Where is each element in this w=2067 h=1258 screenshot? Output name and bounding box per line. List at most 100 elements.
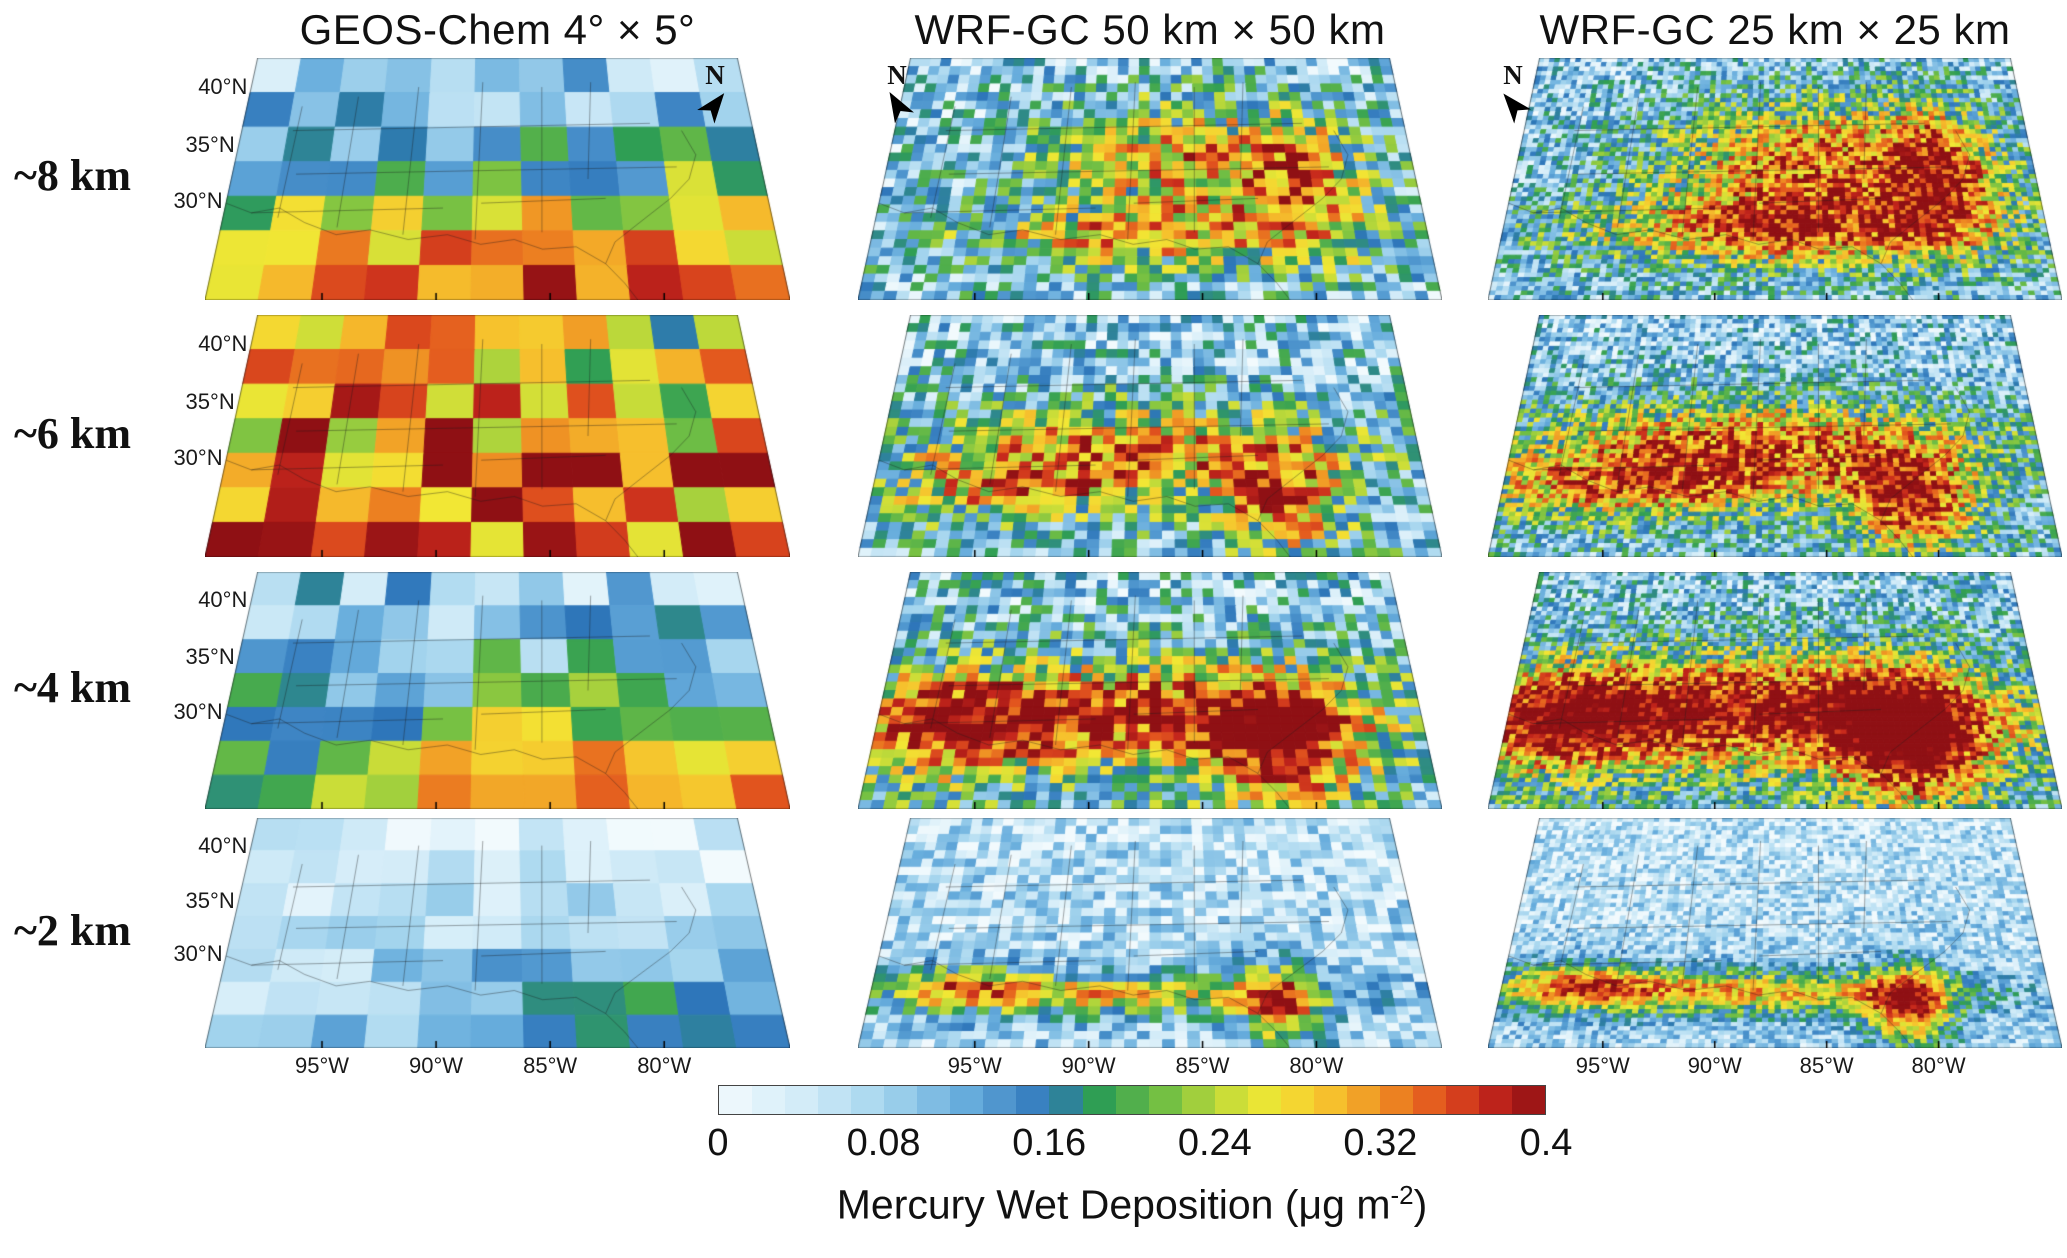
lon-tick-label: 90°W xyxy=(1687,1053,1742,1078)
colorbar-segment xyxy=(1049,1086,1083,1114)
colorbar-segment xyxy=(1115,1086,1149,1114)
colorbar-segment xyxy=(1247,1086,1281,1114)
map-panel-geos-6km: 40°N 35°N 30°N xyxy=(173,315,790,557)
map-canvas-wrf50-2km xyxy=(858,818,1442,1048)
lat-tick-label: 40°N xyxy=(198,587,248,613)
lon-tick-label: 85°W xyxy=(1799,1053,1854,1078)
lat-tick-label: 30°N xyxy=(173,444,223,470)
map-panel-wrf25-6km xyxy=(1488,315,2062,557)
map-panel-wrf50-2km: 95°W 90°W 85°W 80°W xyxy=(858,818,1442,1078)
colorbar-tick-label: 0.16 xyxy=(1012,1122,1087,1164)
colorbar-segment xyxy=(1479,1086,1513,1114)
colorbar-tick-label: 0 xyxy=(707,1122,729,1164)
map-panel-wrf25-4km xyxy=(1488,572,2062,809)
map-panel-geos-4km: 40°N 35°N 30°N xyxy=(173,572,790,809)
map-panel-wrf50-8km: N xyxy=(858,58,1442,300)
lon-tick-label: 90°W xyxy=(1061,1053,1116,1078)
colorbar-segment xyxy=(1346,1086,1380,1114)
row-label-6km: ~6 km xyxy=(14,409,132,458)
lon-tick-label: 80°W xyxy=(1911,1053,1966,1078)
caption-superscript: -2 xyxy=(1390,1180,1414,1210)
lat-tick-label: 30°N xyxy=(173,940,223,966)
map-canvas-geos-2km xyxy=(205,818,790,1048)
lon-tick-label: 95°W xyxy=(947,1053,1002,1078)
colorbar xyxy=(718,1085,1546,1115)
north-arrow: N xyxy=(1502,60,1532,124)
map-canvas-wrf50-6km xyxy=(858,315,1442,557)
north-pointer-icon xyxy=(697,93,725,124)
column-title-geos-chem: GEOS-Chem 4° × 5° xyxy=(299,6,696,53)
colorbar-segment xyxy=(1313,1086,1347,1114)
colorbar-segment xyxy=(851,1086,885,1114)
lat-tick-label: 35°N xyxy=(185,887,235,913)
map-canvas-wrf25-2km xyxy=(1488,818,2062,1048)
row-label-8km: ~8 km xyxy=(14,151,132,200)
colorbar-segment xyxy=(1016,1086,1050,1114)
lat-tick-label: 40°N xyxy=(198,331,248,357)
lon-tick-label: 80°W xyxy=(637,1053,692,1078)
colorbar-segment xyxy=(884,1086,918,1114)
lat-tick-label: 35°N xyxy=(185,644,235,670)
lat-tick-label: 35°N xyxy=(185,132,235,158)
map-canvas-geos-8km xyxy=(205,58,790,300)
colorbar-tick-label: 0.32 xyxy=(1343,1122,1418,1164)
caption-text: Mercury Wet Deposition (μg m xyxy=(836,1181,1391,1228)
colorbar-segment xyxy=(1181,1086,1215,1114)
colorbar-segment xyxy=(818,1086,852,1114)
colorbar-segment xyxy=(1280,1086,1314,1114)
map-canvas-wrf50-4km xyxy=(858,572,1442,809)
map-canvas-wrf25-4km xyxy=(1488,572,2062,809)
map-panel-geos-2km: 40°N 35°N 30°N 95°W 90°W 85°W 80°W xyxy=(173,818,790,1078)
lon-tick-label: 95°W xyxy=(294,1053,350,1078)
map-panel-wrf50-6km xyxy=(858,315,1442,557)
colorbar-segment xyxy=(1412,1086,1447,1114)
map-canvas-wrf50-8km xyxy=(858,58,1442,300)
colorbar-tick-label: 0.08 xyxy=(846,1122,921,1164)
north-label: N xyxy=(1503,60,1523,90)
map-panel-wrf50-4km xyxy=(858,572,1442,809)
colorbar-tick-label: 0.4 xyxy=(1519,1122,1573,1164)
colorbar-caption: Mercury Wet Deposition (μg m-2) xyxy=(668,1180,1596,1229)
map-panel-wrf25-8km: N xyxy=(1488,58,2062,300)
north-label: N xyxy=(887,60,907,90)
colorbar-segment xyxy=(785,1086,819,1114)
row-label-2km: ~2 km xyxy=(14,906,132,955)
lat-tick-label: 30°N xyxy=(173,698,223,724)
north-pointer-icon xyxy=(1503,93,1532,124)
map-canvas-geos-4km xyxy=(205,572,790,809)
map-canvas-wrf25-6km xyxy=(1488,315,2062,557)
colorbar-segment xyxy=(1512,1086,1546,1114)
caption-close: ) xyxy=(1413,1181,1428,1228)
colorbar-segment xyxy=(1446,1086,1480,1114)
lat-tick-label: 30°N xyxy=(173,187,223,213)
north-label: N xyxy=(705,60,725,90)
colorbar-segment xyxy=(719,1086,753,1114)
map-canvas-wrf25-8km xyxy=(1488,58,2062,300)
north-pointer-icon xyxy=(889,92,915,124)
colorbar-segment xyxy=(950,1086,984,1114)
colorbar-segment xyxy=(917,1086,951,1114)
lat-tick-label: 40°N xyxy=(198,74,248,100)
lat-tick-label: 35°N xyxy=(185,389,235,415)
north-arrow: N xyxy=(697,60,726,124)
colorbar-tick-label: 0.24 xyxy=(1177,1122,1252,1164)
column-title-wrf-gc-50km: WRF-GC 50 km × 50 km xyxy=(914,6,1386,53)
colorbar-segment xyxy=(752,1086,786,1114)
lat-tick-label: 40°N xyxy=(198,832,248,858)
colorbar-segment xyxy=(1214,1086,1248,1114)
colorbar-segment xyxy=(1148,1086,1182,1114)
colorbar-segment xyxy=(983,1086,1017,1114)
lon-tick-label: 85°W xyxy=(1175,1053,1230,1078)
map-canvas-geos-6km xyxy=(205,315,790,557)
lon-tick-label: 80°W xyxy=(1289,1053,1344,1078)
north-arrow: N xyxy=(886,60,915,124)
lon-tick-label: 90°W xyxy=(409,1053,464,1078)
map-panel-wrf25-2km: 95°W 90°W 85°W 80°W xyxy=(1488,818,2062,1078)
column-title-wrf-gc-25km: WRF-GC 25 km × 25 km xyxy=(1539,6,2011,53)
lon-tick-label: 95°W xyxy=(1575,1053,1630,1078)
lon-tick-label: 85°W xyxy=(523,1053,578,1078)
map-panel-geos-8km: 40°N 35°N 30°N N xyxy=(173,58,790,300)
colorbar-segment xyxy=(1379,1086,1413,1114)
row-label-4km: ~4 km xyxy=(14,663,132,712)
